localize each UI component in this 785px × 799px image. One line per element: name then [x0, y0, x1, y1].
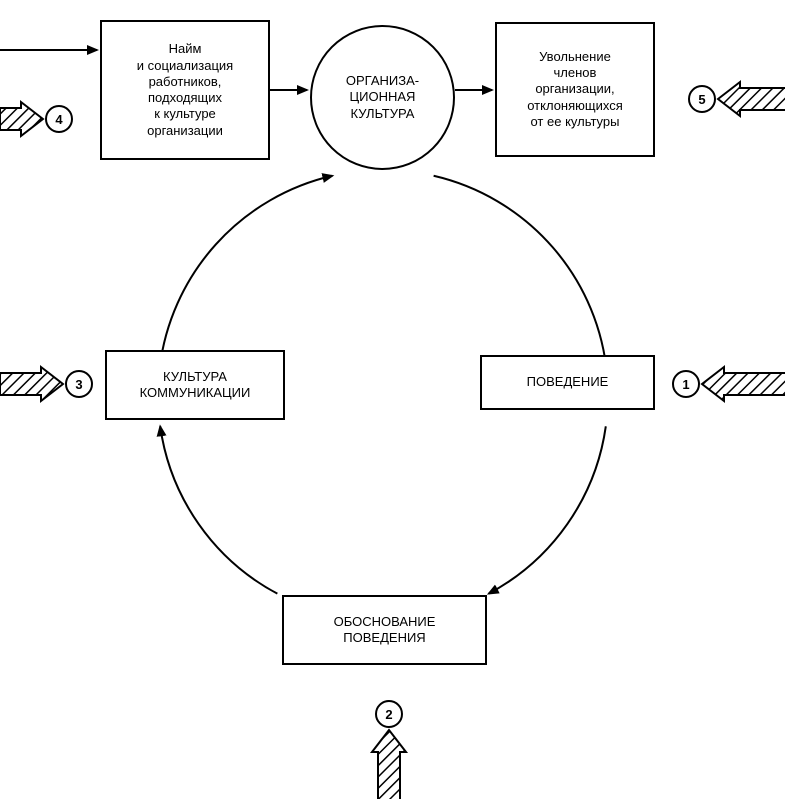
node-fire-label: Увольнениечленоворганизации,отклоняющихс…: [527, 49, 623, 130]
marker-2-label: 2: [385, 707, 392, 722]
node-culture-communication-label: КУЛЬТУРАКОММУНИКАЦИИ: [140, 369, 251, 402]
marker-4-label: 4: [55, 112, 62, 127]
diagram-stage: Найми социализацияработников,подходящихк…: [0, 0, 785, 799]
node-org-culture: ОРГАНИЗА-ЦИОННАЯКУЛЬТУРА: [310, 25, 455, 170]
node-justification-label: ОБОСНОВАНИЕПОВЕДЕНИЯ: [334, 614, 436, 647]
node-org-culture-label: ОРГАНИЗА-ЦИОННАЯКУЛЬТУРА: [346, 73, 419, 122]
marker-1-label: 1: [682, 377, 689, 392]
marker-1: 1: [672, 370, 700, 398]
node-fire: Увольнениечленоворганизации,отклоняющихс…: [495, 22, 655, 157]
node-behavior: ПОВЕДЕНИЕ: [480, 355, 655, 410]
node-culture-communication: КУЛЬТУРАКОММУНИКАЦИИ: [105, 350, 285, 420]
marker-5-label: 5: [698, 92, 705, 107]
node-hire-label: Найми социализацияработников,подходящихк…: [137, 41, 233, 139]
marker-4: 4: [45, 105, 73, 133]
marker-3: 3: [65, 370, 93, 398]
marker-2: 2: [375, 700, 403, 728]
marker-5: 5: [688, 85, 716, 113]
node-behavior-label: ПОВЕДЕНИЕ: [527, 374, 609, 390]
node-justification: ОБОСНОВАНИЕПОВЕДЕНИЯ: [282, 595, 487, 665]
marker-3-label: 3: [75, 377, 82, 392]
node-hire: Найми социализацияработников,подходящихк…: [100, 20, 270, 160]
